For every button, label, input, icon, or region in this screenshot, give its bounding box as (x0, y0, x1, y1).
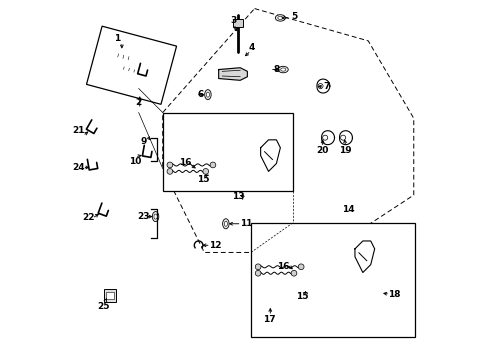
Text: 22: 22 (82, 213, 95, 222)
Text: 11: 11 (240, 219, 252, 228)
Text: 8: 8 (273, 65, 279, 74)
Text: 3: 3 (229, 16, 236, 25)
Bar (106, 292, 113, 299)
Ellipse shape (152, 212, 159, 222)
Text: 24: 24 (72, 163, 85, 172)
Text: 17: 17 (262, 315, 275, 324)
Circle shape (203, 168, 208, 174)
Bar (374, 287, 387, 300)
Text: 21: 21 (72, 126, 85, 135)
Text: 16: 16 (179, 158, 191, 167)
Text: 2: 2 (135, 98, 142, 107)
Ellipse shape (280, 68, 285, 71)
Text: 5: 5 (291, 12, 297, 21)
Ellipse shape (277, 16, 282, 19)
Circle shape (340, 135, 345, 140)
Ellipse shape (206, 92, 209, 97)
Ellipse shape (224, 221, 227, 226)
Circle shape (322, 135, 327, 140)
Circle shape (298, 264, 304, 270)
Text: 4: 4 (248, 43, 254, 52)
Text: 16: 16 (276, 262, 289, 271)
Bar (86, 26, 176, 104)
Text: 19: 19 (339, 146, 351, 155)
Circle shape (255, 264, 261, 270)
Bar (103, 289, 116, 302)
Text: 25: 25 (98, 302, 110, 311)
Ellipse shape (278, 66, 287, 73)
Bar (250, 223, 414, 337)
FancyBboxPatch shape (117, 63, 141, 76)
Circle shape (255, 270, 261, 276)
Bar (233, 19, 243, 27)
Text: 15: 15 (295, 292, 307, 301)
FancyBboxPatch shape (111, 50, 140, 64)
Circle shape (167, 168, 172, 174)
Text: 10: 10 (129, 157, 141, 166)
Text: 1: 1 (114, 34, 120, 43)
Circle shape (317, 84, 323, 89)
Text: 14: 14 (342, 205, 354, 214)
Text: 6: 6 (197, 90, 203, 99)
Text: 12: 12 (208, 241, 221, 250)
Ellipse shape (275, 15, 285, 21)
Text: 7: 7 (323, 82, 329, 91)
Circle shape (167, 162, 172, 168)
Polygon shape (218, 68, 247, 80)
Circle shape (210, 162, 215, 168)
Ellipse shape (222, 219, 228, 229)
Text: 9: 9 (140, 137, 146, 146)
Circle shape (290, 270, 296, 276)
Ellipse shape (204, 90, 211, 100)
Text: 15: 15 (197, 175, 209, 184)
Text: 23: 23 (137, 212, 149, 221)
Text: 18: 18 (387, 289, 400, 298)
Text: 20: 20 (316, 146, 328, 155)
Bar (377, 289, 384, 297)
Text: 13: 13 (231, 192, 244, 201)
Ellipse shape (154, 214, 157, 219)
Bar (163, 113, 292, 192)
